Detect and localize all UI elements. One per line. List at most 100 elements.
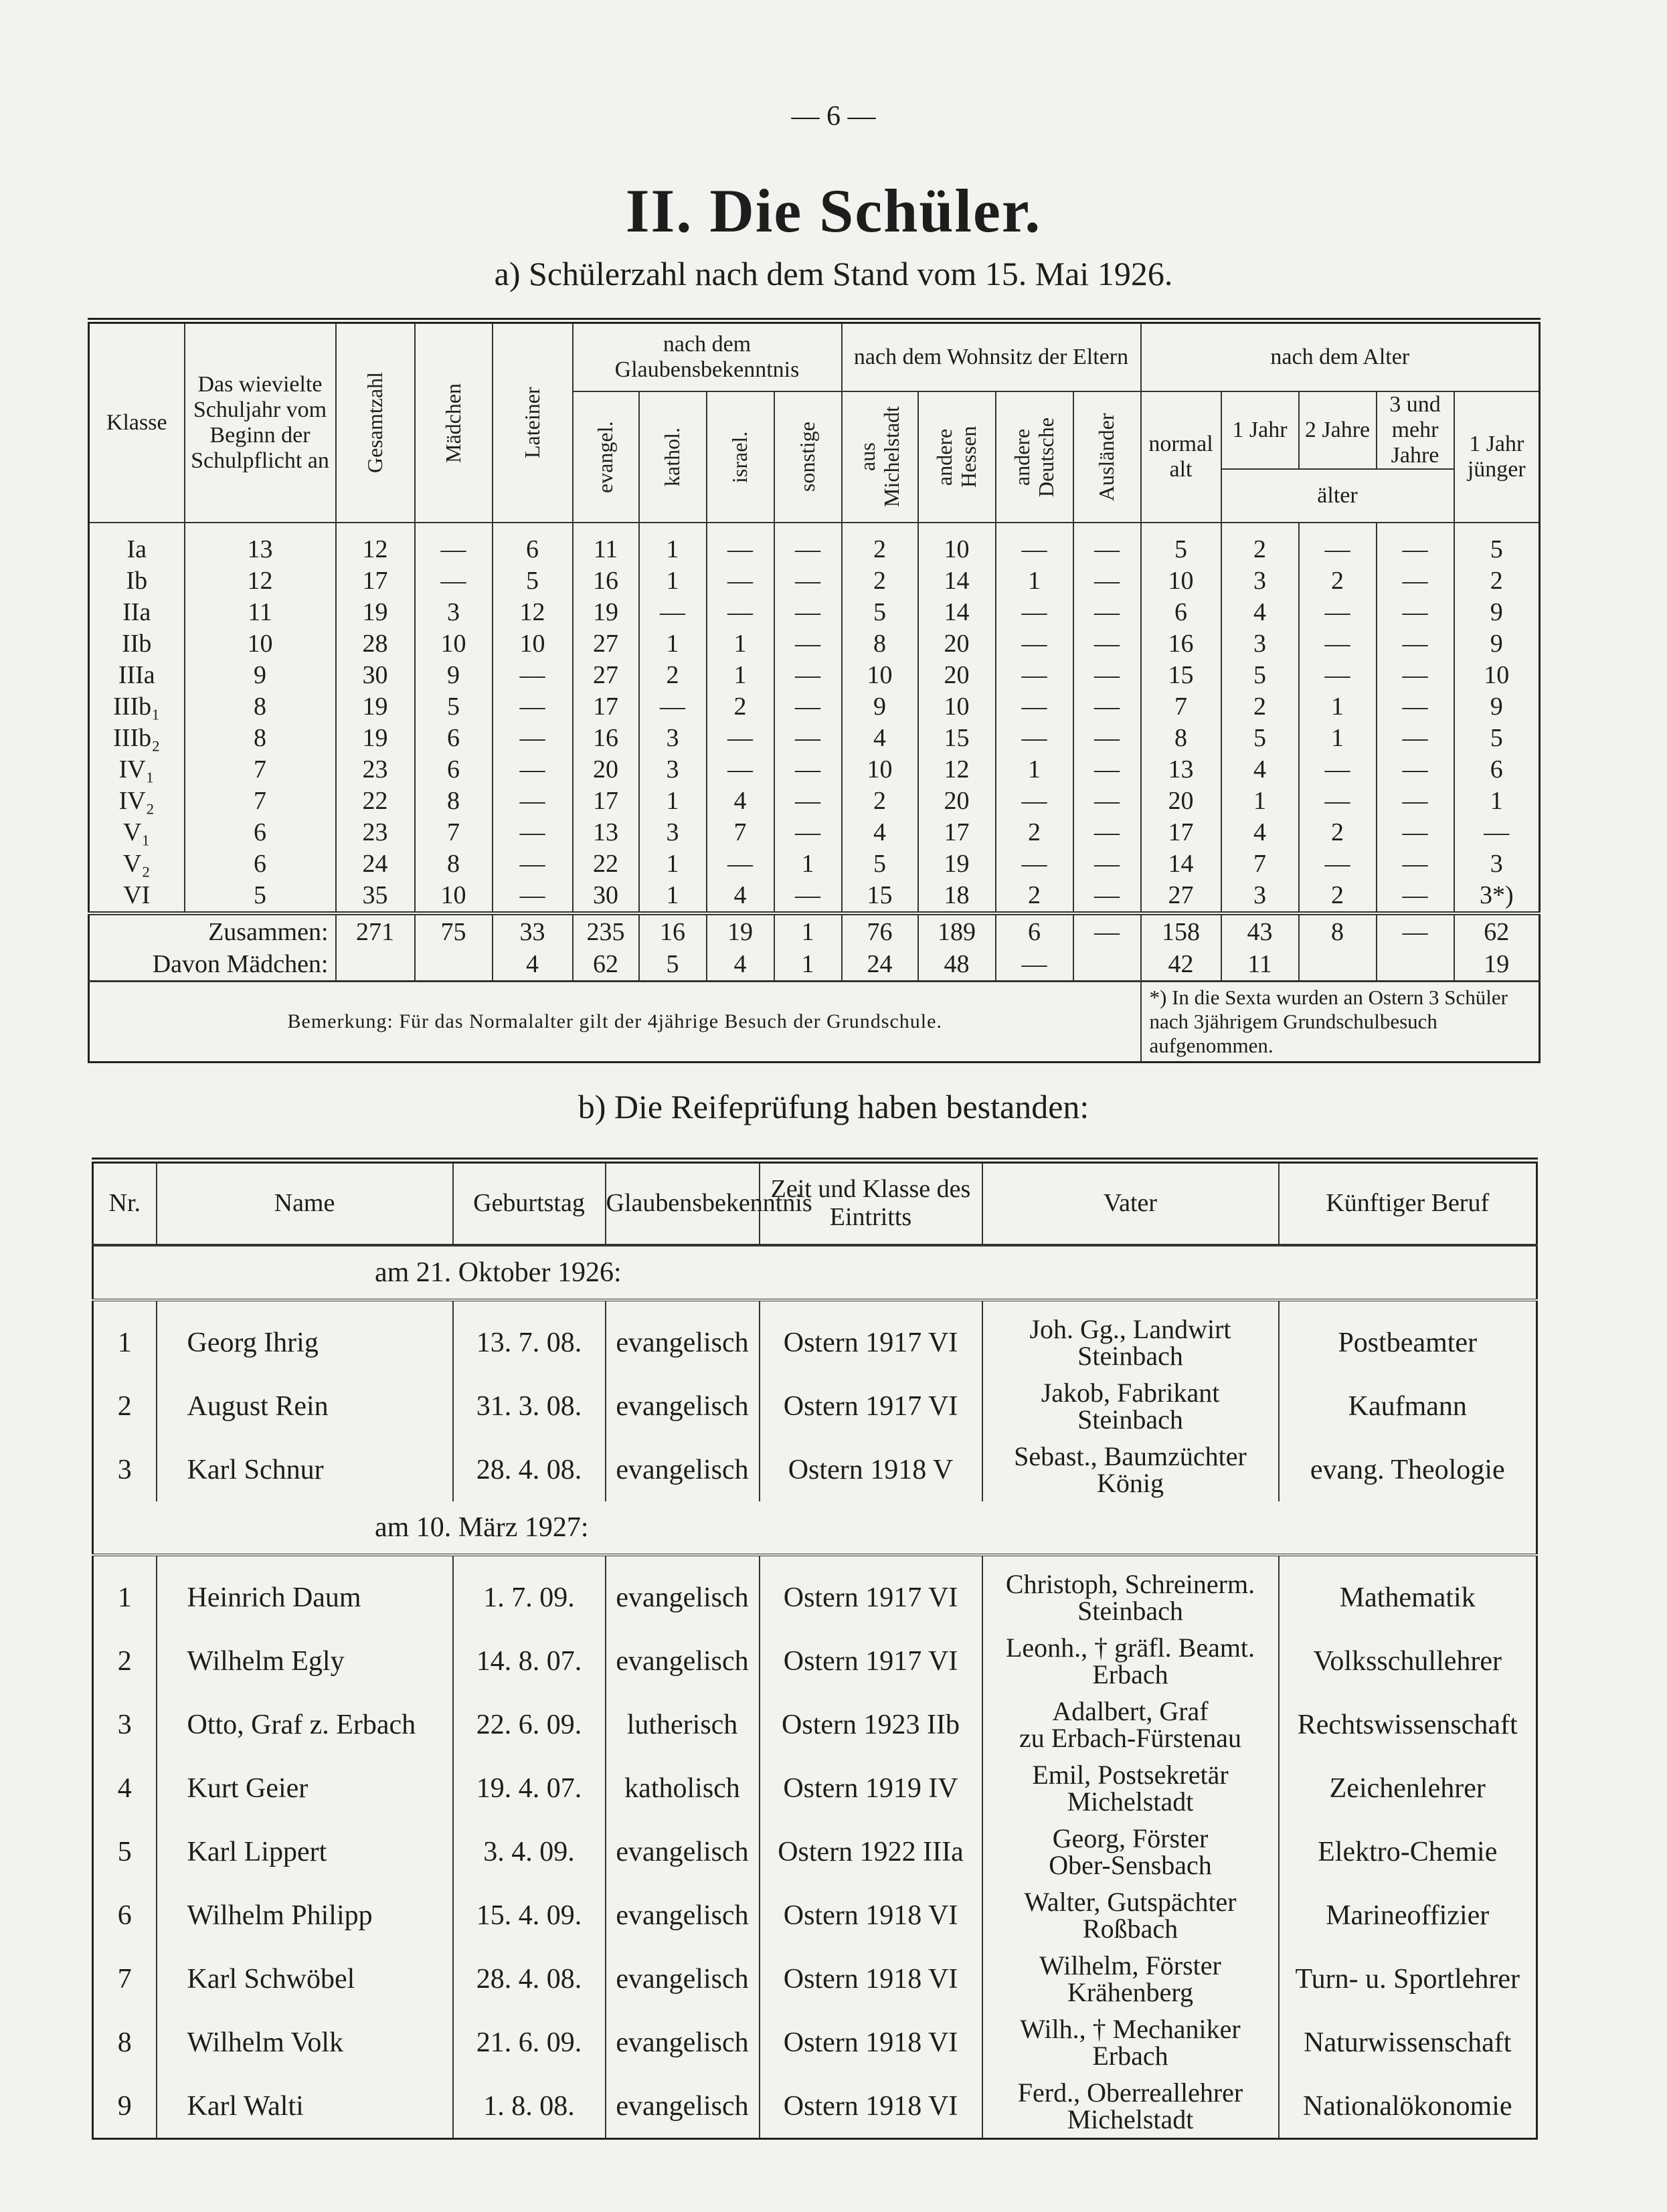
header-text: israel.	[727, 430, 752, 483]
table-cell: 2	[1220, 522, 1300, 565]
table-cell: 3	[92, 1693, 157, 1756]
table-cell: 2	[1220, 690, 1300, 723]
table-cell: Otto, Graf z. Erbach	[155, 1693, 454, 1756]
table-cell: 4	[705, 785, 775, 817]
table-cell: —	[491, 785, 574, 817]
table-cell: 10	[414, 628, 493, 660]
table-cell: —	[1072, 816, 1142, 848]
header-cell: Name	[155, 1160, 454, 1247]
table-row: 4 Kurt Geier 19. 4. 07. katholisch Ostern 19…	[92, 1756, 1538, 1820]
cell-line: Erbach	[1092, 1659, 1168, 1689]
table-cell: 31. 3. 08.	[452, 1374, 606, 1438]
table-cell: evangelisch	[604, 1629, 760, 1693]
table-cell: —	[1072, 596, 1142, 628]
table-body: am 21. Oktober 1926: 1 Georg Ihrig 13. 7. 0…	[92, 1245, 1538, 2139]
table-body: Ia 13 12—6 11 1— —2 10— —5 2— —5 Ib 12 17—5 16 1— —2 14 1…	[88, 522, 1541, 1063]
table-cell: 24	[335, 848, 416, 880]
table-cell: 20	[917, 659, 996, 691]
table-cell: Naturwissenschaft	[1278, 2011, 1538, 2074]
table-cell: 5	[1220, 722, 1300, 754]
table-cell: Georg Ihrig	[155, 1300, 454, 1374]
table-cell: 7	[414, 816, 493, 848]
table-row: Ia 13 12—6 11 1— —2 10— —5 2— —5	[88, 522, 1541, 565]
table-cell: 11	[183, 596, 337, 628]
cell-line: König	[1097, 1467, 1164, 1498]
table-row: 2 August Rein 31. 3. 08. evangelisch Ostern …	[92, 1374, 1538, 1438]
cell-line: Ober-Sensbach	[1049, 1849, 1212, 1880]
header-group: nach dem Wohnsitz der Eltern	[841, 320, 1142, 392]
header-cell: andere Deutsche	[994, 390, 1074, 523]
table-cell: 17	[335, 565, 416, 597]
table-cell: —	[1298, 753, 1377, 786]
table-cell: 3	[1220, 879, 1300, 913]
table-cell: —	[491, 659, 574, 691]
table-cell: Wilh., † Mechaniker Erbach	[981, 2011, 1280, 2074]
table-cell: 6	[414, 753, 493, 786]
table-cell: 20	[1140, 785, 1222, 817]
table-cell: —	[1375, 522, 1455, 565]
table-cell: evangelisch	[604, 1300, 760, 1374]
table-cell: 10	[917, 690, 996, 723]
table-cell: Georg, Förster Ober-Sensbach	[981, 1820, 1280, 1883]
table-row: V₂ 6 24 8—22 1—1 5 19— —14 7— —3	[88, 848, 1541, 880]
header-cell: evangel.	[572, 390, 640, 523]
table-cell: 19. 4. 07.	[452, 1756, 606, 1820]
table-cell: IIIa	[88, 659, 185, 691]
table-cell: —	[773, 785, 843, 817]
header-cell: Gesamtzahl	[335, 320, 416, 523]
table-cell: 15	[917, 722, 996, 754]
table-cell: 1	[1298, 722, 1377, 754]
table-cell: Turn- u. Sportlehrer	[1278, 1947, 1538, 2011]
table-cell: —	[638, 690, 707, 723]
table-cell: —	[491, 816, 574, 848]
table-cell: 5	[638, 948, 707, 982]
table-cell: —	[994, 659, 1074, 691]
subtitle: b) Die Reifeprüfung haben bestanden:	[578, 1088, 1089, 1125]
summary-label: Zusammen:	[88, 911, 337, 949]
table-cell: 2	[1298, 565, 1377, 597]
table-cell: 2	[841, 522, 919, 565]
title: II. Die Schüler.	[625, 177, 1042, 245]
table-cell: 43	[1220, 911, 1300, 949]
table-cell: —	[773, 816, 843, 848]
table-cell: 4	[705, 879, 775, 913]
cell-line: Steinbach	[1077, 1595, 1183, 1626]
group-label: am 21. Oktober 1926:	[92, 1245, 1537, 1301]
table-cell: 10	[917, 522, 996, 565]
table-cell: Wilhelm, Förster Krähenberg	[981, 1947, 1280, 2011]
table-cell: 1	[638, 848, 707, 880]
table-row: IV₂ 7 22 8—17 1 4—2 20— —20 1— —1	[88, 785, 1541, 817]
table-cell: 5	[841, 848, 919, 880]
table-cell: 4	[1220, 816, 1300, 848]
table-cell: 9	[1453, 628, 1541, 660]
table-cell: 10	[1453, 659, 1541, 691]
table-cell: 6	[491, 522, 574, 565]
table-row: IIIa 9 30 9—27 2 1—10 20— —15 5— —10	[88, 659, 1541, 691]
table-cell: Rechtswissenschaft	[1278, 1693, 1538, 1756]
cell-line: Steinbach	[1077, 1340, 1183, 1371]
table-cell: 189	[917, 911, 996, 949]
table-cell: Karl Schnur	[155, 1438, 454, 1501]
table-cell: 3*)	[1453, 879, 1541, 913]
table-row: IIb 10 28 10 10 27 1 1—8 20— —16 3— —9	[88, 628, 1541, 660]
header-cell: Geburtstag	[452, 1160, 606, 1247]
summary-row: Zusammen: 271 75 33 235 16 19 1 76 189 6—158 43 8—62	[88, 911, 1541, 949]
table-row: VI 5 35 10—30 1 4—15 18 2—27 3 2—3*)	[88, 879, 1541, 913]
table-cell: 75	[414, 911, 493, 949]
table-cell: 12	[491, 596, 574, 628]
table-cell: 7	[183, 753, 337, 786]
table-cell: 23	[335, 753, 416, 786]
cell-line: Erbach	[1092, 2040, 1168, 2071]
table-cell: 10	[183, 628, 337, 660]
table-cell: 1	[638, 879, 707, 913]
header-cell: Zeit und Klasse des Eintritts	[758, 1160, 983, 1247]
table-cell: 2	[705, 690, 775, 723]
table-cell: 17	[917, 816, 996, 848]
table-cell: 1	[773, 848, 843, 880]
table-cell: evang. Theologie	[1278, 1438, 1538, 1501]
table-cell: 8	[841, 628, 919, 660]
table-cell: —	[705, 565, 775, 597]
table-cell: 17	[572, 785, 640, 817]
table-cell: 27	[572, 628, 640, 660]
table-cell: 28	[335, 628, 416, 660]
